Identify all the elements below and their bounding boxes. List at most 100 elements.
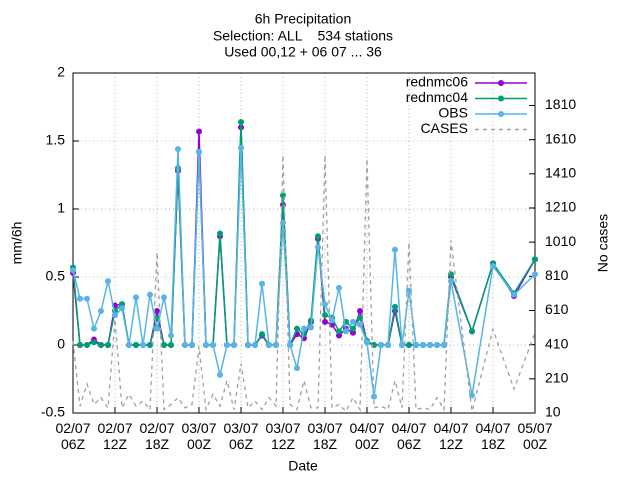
data-point [133,294,139,301]
data-point [259,331,265,338]
x-tick-label: 04/07 12Z [433,420,468,452]
x-tick-label-line: 00Z [523,436,548,452]
x-tick-label: 02/07 18Z [139,420,174,452]
data-point [98,308,104,314]
legend-label: CASES [421,120,468,136]
x-axis-label: Date [288,458,318,474]
data-point [322,312,328,319]
data-point [357,314,363,321]
x-tick-label-line: 06Z [229,436,254,452]
x-tick-label: 04/07 06Z [391,420,426,452]
data-point [315,244,321,251]
x-tick-label-line: 18Z [481,436,506,452]
x-tick-label: 04/07 00Z [349,420,384,452]
x-tick-label-line: 18Z [145,436,170,452]
data-point [105,342,111,348]
data-point [168,332,174,339]
data-point [196,128,202,135]
x-tick-label-line: 03/07 [265,420,300,436]
y2-tick-label: 10 [545,404,561,420]
data-point [350,318,356,325]
data-point [91,339,97,346]
data-point [231,342,237,348]
data-point [364,339,370,346]
data-point [532,256,538,263]
data-point [322,318,328,325]
y2-tick-label: 1210 [545,199,576,215]
data-point [133,342,139,348]
data-point [336,328,342,335]
data-point [238,144,244,151]
y-axis-label: mm/6h [9,222,25,265]
y2-tick-label: 810 [545,267,569,283]
data-point [154,325,160,332]
x-tick-label-line: 06Z [397,436,422,452]
data-point [91,325,97,332]
data-point [490,263,496,270]
data-point [126,342,132,348]
data-point [196,148,202,155]
x-tick-label: 03/07 18Z [307,420,342,452]
data-point [147,291,153,298]
x-tick-label: 02/07 12Z [97,420,132,452]
y-tick-label: 1 [57,200,65,216]
data-point [140,342,146,348]
data-point [182,342,188,348]
legend-marker [498,95,504,102]
x-tick-label-line: 03/07 [223,420,258,436]
data-point [105,278,111,285]
data-point [217,230,223,237]
data-point [532,271,538,278]
x-tick-label-line: 18Z [313,436,338,452]
data-point [308,324,314,331]
data-point [413,342,419,348]
data-point [84,342,90,348]
data-point [189,342,195,348]
y2-tick-label: 1810 [545,96,576,112]
data-point [350,325,356,332]
x-tick-label-line: 04/07 [391,420,426,436]
data-point [252,342,258,348]
data-point [385,342,391,348]
data-point [98,342,104,348]
data-point [469,328,475,335]
legend-label: OBS [438,105,468,121]
y2-tick-label: 1610 [545,130,576,146]
data-point [259,280,265,287]
x-tick-label-line: 02/07 [139,420,174,436]
data-point [245,342,251,348]
y-tick-label: 0.5 [46,268,66,284]
data-point [434,342,440,348]
x-tick-label-line: 03/07 [307,420,342,436]
x-tick-label: 04/07 18Z [475,420,510,452]
data-point [336,284,342,291]
data-point [224,342,230,348]
y2-axis-label: No cases [595,214,611,272]
data-point [357,308,363,314]
data-point [392,246,398,253]
x-tick-label-line: 12Z [103,436,128,452]
data-point [203,342,209,348]
data-point [399,342,405,348]
x-tick-label-line: 00Z [355,436,380,452]
data-point [448,271,454,278]
y2-tick-label: 210 [545,370,569,386]
x-tick-label-line: 04/07 [433,420,468,436]
data-point [119,305,125,312]
y2-tick-label: 1410 [545,165,576,181]
x-tick-label: 02/07 06Z [55,420,90,452]
x-tick-label-line: 04/07 [475,420,510,436]
data-point [441,342,447,348]
chart-subtitle: Selection: ALL 534 stations [213,28,393,44]
y-tick-label: 1.5 [46,132,66,148]
y-tick-label: 2 [57,64,65,80]
data-point [406,342,412,348]
data-point [266,342,272,348]
x-tick-label-line: 06Z [61,436,86,452]
x-tick-label-line: 02/07 [55,420,90,436]
data-point [70,267,76,274]
data-point [301,325,307,332]
x-tick-label: 03/07 06Z [223,420,258,452]
